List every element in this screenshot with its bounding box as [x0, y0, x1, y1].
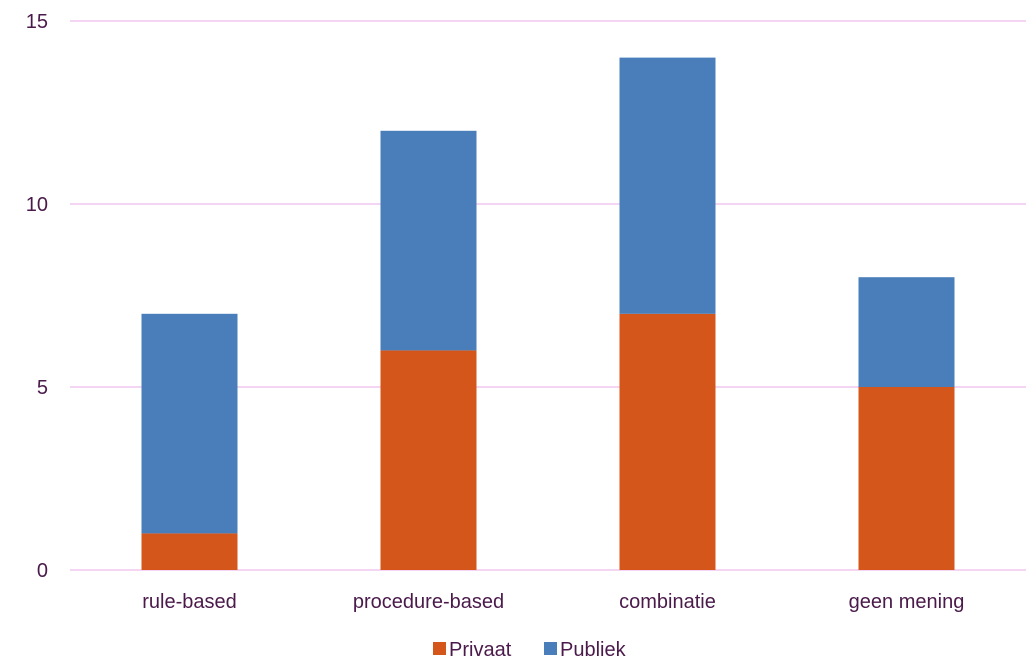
x-axis-tick-labels: rule-based procedure-based combinatie geen …	[142, 591, 964, 613]
x-tick-label: geen mening	[849, 591, 965, 613]
bar-privaat-1	[380, 350, 477, 570]
bar-privaat-2	[619, 313, 716, 570]
y-axis-tick-labels: 0 5 10 15	[26, 11, 48, 582]
bar-publiek-3	[858, 277, 955, 387]
y-tick-label: 10	[26, 194, 48, 216]
bars	[141, 57, 955, 570]
bar-privaat-0	[141, 533, 238, 570]
bar-publiek-2	[619, 57, 716, 314]
y-tick-label: 0	[37, 560, 48, 582]
bar-publiek-0	[141, 313, 238, 534]
legend-label-privaat: Privaat	[449, 639, 512, 660]
legend-swatch-privaat	[433, 642, 446, 655]
y-tick-label: 5	[37, 377, 48, 399]
legend-label-publiek: Publiek	[560, 639, 627, 660]
x-tick-label: procedure-based	[353, 591, 504, 613]
legend-swatch-publiek	[544, 642, 557, 655]
bar-privaat-3	[858, 387, 955, 570]
y-tick-label: 15	[26, 11, 48, 33]
legend: Privaat Publiek	[433, 639, 627, 660]
x-tick-label: rule-based	[142, 591, 237, 613]
x-tick-label: combinatie	[619, 591, 716, 613]
bar-publiek-1	[380, 130, 477, 351]
